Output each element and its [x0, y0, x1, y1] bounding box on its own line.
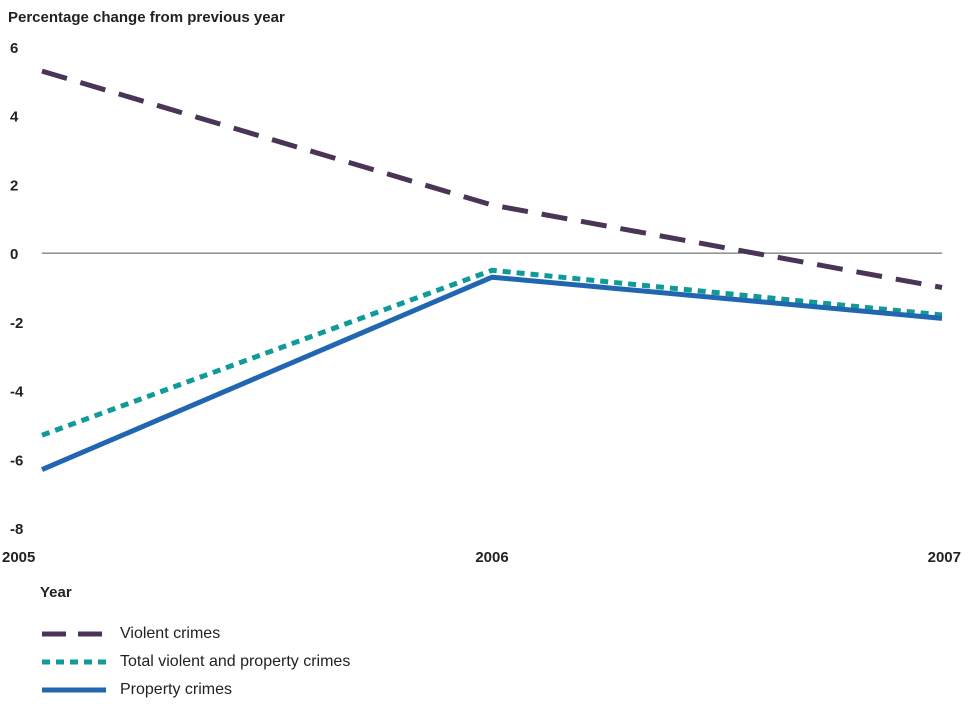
x-tick-label: 2006 — [475, 549, 508, 566]
y-tick-label: 2 — [10, 177, 18, 194]
y-tick-label: 6 — [10, 40, 18, 57]
y-tick-label: -6 — [10, 452, 23, 469]
series-line-violent-crimes — [41, 68, 943, 290]
x-tick-label: 2005 — [2, 549, 35, 566]
y-tick-label: -8 — [10, 521, 23, 538]
legend-swatch — [42, 659, 106, 665]
y-tick-label: -2 — [10, 315, 23, 332]
y-axis-tick-labels: 6 4 2 0 -2 -4 -6 -8 — [10, 40, 24, 538]
series-line-total-violent-and-property-crimes — [41, 267, 943, 438]
y-tick-label: 4 — [10, 109, 19, 126]
y-axis-title: Percentage change from previous year — [8, 9, 285, 26]
legend-label: Violent crimes — [120, 625, 221, 642]
legend-swatch — [42, 687, 106, 693]
series-lines — [41, 68, 943, 472]
x-tick-label: 2007 — [928, 549, 961, 566]
y-tick-label: 0 — [10, 246, 18, 263]
series-line-property-crimes — [41, 274, 943, 472]
x-axis-title: Year — [40, 584, 72, 601]
legend-swatch — [42, 631, 106, 637]
y-tick-label: -4 — [10, 384, 24, 401]
x-axis-tick-labels: 2005 2006 2007 — [2, 549, 961, 566]
legend-label: Total violent and property crimes — [120, 653, 351, 670]
legend-label: Property crimes — [120, 681, 233, 698]
